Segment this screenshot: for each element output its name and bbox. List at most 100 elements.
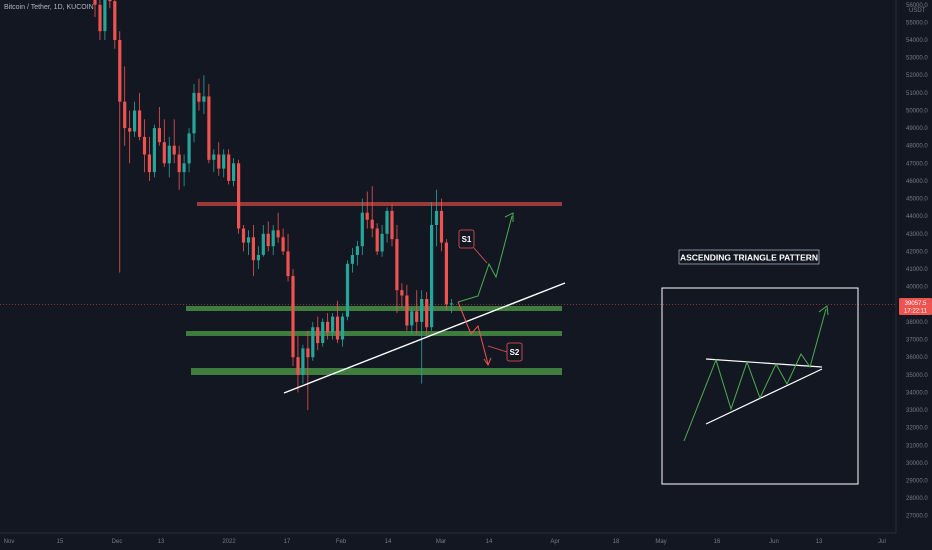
candle-41[interactable] xyxy=(296,357,300,375)
pattern-title-box[interactable] xyxy=(678,249,820,265)
candle-20[interactable] xyxy=(192,92,196,134)
candle-2[interactable] xyxy=(103,0,107,32)
candle-65[interactable] xyxy=(415,311,419,322)
candle-48[interactable] xyxy=(331,316,335,333)
candle-13[interactable] xyxy=(157,128,161,143)
candle-63[interactable] xyxy=(405,295,409,326)
candle-50[interactable] xyxy=(340,316,345,340)
candle-5[interactable] xyxy=(118,40,122,102)
candle-18[interactable] xyxy=(182,163,186,173)
candle-10[interactable] xyxy=(142,136,147,155)
candle-26[interactable] xyxy=(222,154,226,169)
candle-29[interactable] xyxy=(237,163,241,229)
resistance-zone[interactable] xyxy=(197,202,562,206)
candle-67[interactable] xyxy=(425,299,429,328)
candle-16[interactable] xyxy=(172,145,176,155)
time-tick-2: Dec xyxy=(112,539,123,545)
candle-32[interactable] xyxy=(251,237,255,261)
candle-15[interactable] xyxy=(167,145,171,164)
candle-31[interactable] xyxy=(246,237,251,243)
price-tick-14: 42000.0 xyxy=(906,249,928,255)
candle-8[interactable] xyxy=(133,110,137,132)
candle-9[interactable] xyxy=(138,110,142,137)
candle-54[interactable] xyxy=(360,212,364,247)
candle-49[interactable] xyxy=(335,316,340,340)
price-tick-27: 29000.0 xyxy=(906,479,928,485)
price-axis-labels: 56000.0 55000.0 54000.0 53000.0 52000.0 51000… xyxy=(906,3,928,520)
candle-40[interactable] xyxy=(291,276,295,358)
candle-34[interactable] xyxy=(261,233,265,255)
support-zone-1[interactable] xyxy=(186,306,562,311)
candle-33[interactable] xyxy=(256,255,260,261)
candle-72[interactable] xyxy=(449,303,453,305)
candle-46[interactable] xyxy=(321,321,325,343)
price-tick-26: 30000.0 xyxy=(906,461,928,467)
price-tick-1: 55000.0 xyxy=(906,20,928,26)
time-tick-13: 16 xyxy=(714,539,721,545)
candle-11[interactable] xyxy=(147,154,151,173)
candle-52[interactable] xyxy=(350,255,354,264)
candle-24[interactable] xyxy=(212,154,216,160)
candle-45[interactable] xyxy=(316,327,320,344)
candle-4[interactable] xyxy=(113,1,117,40)
candle-1[interactable] xyxy=(98,4,102,32)
candle-36[interactable] xyxy=(271,230,275,247)
candle-53[interactable] xyxy=(355,246,359,255)
price-tick-19: 37000.0 xyxy=(906,338,928,344)
candle-66[interactable] xyxy=(420,299,424,322)
time-tick-7: 14 xyxy=(385,539,392,545)
candle-59[interactable] xyxy=(385,210,389,234)
candle-30[interactable] xyxy=(241,228,246,243)
candle-14[interactable] xyxy=(162,142,166,164)
candle-17[interactable] xyxy=(177,154,181,173)
support-zone-2[interactable] xyxy=(186,331,562,336)
price-scale-panel[interactable] xyxy=(896,0,932,550)
candle-35[interactable] xyxy=(266,233,270,247)
candle-38[interactable] xyxy=(281,237,285,252)
illustration-arrowhead xyxy=(818,305,829,316)
support-zone-3[interactable] xyxy=(191,368,562,375)
candle-61[interactable] xyxy=(395,239,399,291)
candle-7[interactable] xyxy=(128,128,132,132)
candle-56[interactable] xyxy=(370,219,374,229)
s1-label-box[interactable] xyxy=(458,229,475,249)
candle-43[interactable] xyxy=(306,348,310,358)
pattern-illustration-box[interactable] xyxy=(661,287,859,485)
candle-70[interactable] xyxy=(439,210,444,243)
candle-57[interactable] xyxy=(375,228,379,252)
candle-47[interactable] xyxy=(326,321,330,333)
candle-39[interactable] xyxy=(286,251,290,277)
candle-71[interactable] xyxy=(444,242,448,305)
candle-42[interactable] xyxy=(301,348,305,375)
candle-25[interactable] xyxy=(217,154,221,169)
bearish-projection-arrow[interactable] xyxy=(457,301,489,365)
candle-58[interactable] xyxy=(380,233,384,252)
candle-62[interactable] xyxy=(400,290,404,296)
candle-55[interactable] xyxy=(365,212,369,220)
candle-27[interactable] xyxy=(227,154,231,181)
candle-64[interactable] xyxy=(410,311,414,326)
candle-19[interactable] xyxy=(187,133,191,164)
candle-28[interactable] xyxy=(232,163,236,181)
price-tick-8: 48000.0 xyxy=(906,144,928,150)
candle-69[interactable] xyxy=(434,210,439,225)
candle-23[interactable] xyxy=(207,96,211,160)
candle-37[interactable] xyxy=(276,230,280,238)
ascending-trendline[interactable] xyxy=(283,282,566,394)
bullish-projection-arrow[interactable] xyxy=(457,215,513,303)
s2-label-box[interactable] xyxy=(506,342,523,362)
candle-22[interactable] xyxy=(202,96,206,102)
candle-0[interactable] xyxy=(93,0,97,5)
candle-21[interactable] xyxy=(197,92,201,102)
candle-44[interactable] xyxy=(311,327,315,358)
candle-60[interactable] xyxy=(390,210,394,240)
candle-51[interactable] xyxy=(345,263,350,317)
candle-68[interactable] xyxy=(430,225,434,328)
candle-3[interactable] xyxy=(108,0,112,2)
price-tick-4: 52000.0 xyxy=(906,73,928,79)
candle-6[interactable] xyxy=(123,101,127,129)
time-tick-5: 17 xyxy=(284,539,291,545)
candle-12[interactable] xyxy=(152,128,156,173)
price-tick-18: 38000.0 xyxy=(906,320,928,326)
